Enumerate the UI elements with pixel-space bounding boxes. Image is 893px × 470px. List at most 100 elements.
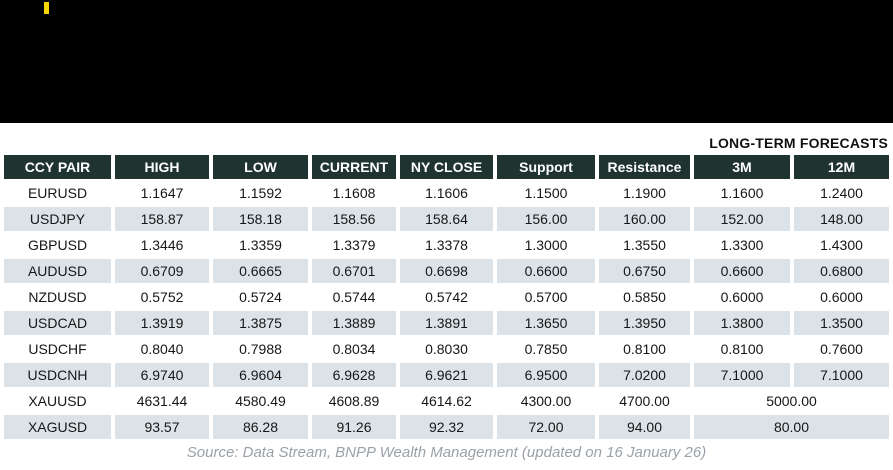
low-cell: 0.6665 xyxy=(213,259,308,283)
ccy-pair-cell: XAUUSD xyxy=(28,393,87,409)
support-cell: 0.5700 xyxy=(524,289,568,305)
forecast-strip: LONG-TERM FORECASTS xyxy=(0,123,893,153)
current-cell: 4608.89 xyxy=(328,393,380,409)
low-cell: 1.1592 xyxy=(239,185,282,201)
forecast-3m-cell: 1.3800 xyxy=(694,311,790,335)
current-cell: 0.6701 xyxy=(312,259,396,283)
table-row: NZDUSD 0.5752 0.5724 0.5744 0.5742 0.570… xyxy=(4,285,889,309)
col-header-resistance: Resistance xyxy=(599,155,690,179)
forecast-12m-cell: 7.1000 xyxy=(794,363,889,387)
ccy-pair-cell: XAGUSD xyxy=(4,415,111,439)
high-cell: 158.87 xyxy=(115,207,209,231)
ny-close-cell: 0.5742 xyxy=(425,289,468,305)
resistance-cell: 0.5850 xyxy=(623,289,666,305)
forecast-12m-cell: 0.6000 xyxy=(820,289,863,305)
ny-close-cell: 1.1606 xyxy=(425,185,468,201)
current-cell: 1.3889 xyxy=(312,311,396,335)
ny-close-cell: 158.64 xyxy=(400,207,493,231)
resistance-cell: 160.00 xyxy=(599,207,690,231)
high-cell: 6.9740 xyxy=(115,363,209,387)
col-header-ccy-pair: CCY PAIR xyxy=(4,155,111,179)
forecast-12m-cell: 1.4300 xyxy=(820,237,863,253)
high-cell: 0.8040 xyxy=(140,341,184,357)
forecast-3m-cell: 1.3300 xyxy=(720,237,764,253)
table-row: AUDUSD 0.6709 0.6665 0.6701 0.6698 0.660… xyxy=(4,259,889,283)
table-row: XAUUSD 4631.44 4580.49 4608.89 4614.62 4… xyxy=(4,389,889,413)
current-cell: 158.56 xyxy=(312,207,396,231)
forecast-3m-cell: 0.6600 xyxy=(694,259,790,283)
support-cell: 6.9500 xyxy=(497,363,595,387)
current-cell: 1.1608 xyxy=(332,185,376,201)
support-cell: 156.00 xyxy=(497,207,595,231)
high-cell: 1.3446 xyxy=(140,237,184,253)
support-cell: 1.3650 xyxy=(497,311,595,335)
table-header-row: CCY PAIR HIGH LOW CURRENT NY CLOSE Suppo… xyxy=(4,155,889,179)
table-row: XAGUSD 93.57 86.28 91.26 92.32 72.00 94.… xyxy=(4,415,889,439)
low-cell: 158.18 xyxy=(213,207,308,231)
low-cell: 0.7988 xyxy=(239,341,282,357)
resistance-cell: 0.6750 xyxy=(599,259,690,283)
support-cell: 72.00 xyxy=(497,415,595,439)
forecast-3m-cell: 1.1600 xyxy=(720,185,764,201)
resistance-cell: 1.3950 xyxy=(599,311,690,335)
forecast-merged-cell: 80.00 xyxy=(694,415,889,439)
table-row: USDCHF 0.8040 0.7988 0.8034 0.8030 0.785… xyxy=(4,337,889,361)
table-row: USDCNH 6.9740 6.9604 6.9628 6.9621 6.950… xyxy=(4,363,889,387)
support-cell: 4300.00 xyxy=(520,393,572,409)
low-cell: 0.5724 xyxy=(239,289,282,305)
fx-forecast-table: CCY PAIR HIGH LOW CURRENT NY CLOSE Suppo… xyxy=(0,153,893,441)
col-header-12m: 12M xyxy=(794,155,889,179)
ccy-pair-cell: USDCAD xyxy=(4,311,111,335)
ny-close-cell: 0.8030 xyxy=(425,341,468,357)
low-cell: 1.3875 xyxy=(213,311,308,335)
ny-close-cell: 0.6698 xyxy=(400,259,493,283)
col-header-low: LOW xyxy=(213,155,308,179)
support-cell: 1.3000 xyxy=(524,237,568,253)
source-attribution: Source: Data Stream, BNPP Wealth Managem… xyxy=(186,444,707,461)
ccy-pair-cell: USDCNH xyxy=(4,363,111,387)
high-cell: 1.1647 xyxy=(140,185,184,201)
col-header-support: Support xyxy=(497,155,595,179)
forecast-12m-cell: 0.7600 xyxy=(820,341,863,357)
current-cell: 0.5744 xyxy=(332,289,376,305)
resistance-cell: 94.00 xyxy=(599,415,690,439)
current-cell: 6.9628 xyxy=(312,363,396,387)
current-cell: 91.26 xyxy=(312,415,396,439)
forecast-12m-cell: 148.00 xyxy=(794,207,889,231)
high-cell: 1.3919 xyxy=(115,311,209,335)
ny-close-cell: 92.32 xyxy=(400,415,493,439)
ny-close-cell: 1.3378 xyxy=(425,237,468,253)
ny-close-cell: 1.3891 xyxy=(400,311,493,335)
low-cell: 1.3359 xyxy=(239,237,282,253)
resistance-cell: 7.0200 xyxy=(599,363,690,387)
support-cell: 1.1500 xyxy=(524,185,568,201)
current-cell: 1.3379 xyxy=(332,237,376,253)
forecast-12m-cell: 1.3500 xyxy=(794,311,889,335)
high-cell: 93.57 xyxy=(115,415,209,439)
ccy-pair-cell: NZDUSD xyxy=(28,289,87,305)
forecast-merged-cell: 5000.00 xyxy=(766,393,817,409)
high-cell: 4631.44 xyxy=(136,393,188,409)
forecast-3m-cell: 7.1000 xyxy=(694,363,790,387)
ccy-pair-cell: USDJPY xyxy=(4,207,111,231)
high-cell: 0.5752 xyxy=(140,289,184,305)
col-header-high: HIGH xyxy=(115,155,209,179)
table-row: EURUSD 1.1647 1.1592 1.1608 1.1606 1.150… xyxy=(4,181,889,205)
ccy-pair-cell: EURUSD xyxy=(27,185,88,201)
col-header-3m: 3M xyxy=(694,155,790,179)
resistance-cell: 0.8100 xyxy=(623,341,666,357)
forecast-12m-cell: 0.6800 xyxy=(794,259,889,283)
current-cell: 0.8034 xyxy=(332,341,376,357)
resistance-cell: 1.1900 xyxy=(623,185,666,201)
forecast-12m-cell: 1.2400 xyxy=(820,185,863,201)
long-term-forecasts-label: LONG-TERM FORECASTS xyxy=(709,135,888,151)
high-cell: 0.6709 xyxy=(115,259,209,283)
resistance-cell: 1.3550 xyxy=(623,237,666,253)
forecast-3m-cell: 0.8100 xyxy=(720,341,764,357)
low-cell: 86.28 xyxy=(213,415,308,439)
report-header-banner xyxy=(0,0,893,123)
support-cell: 0.6600 xyxy=(497,259,595,283)
low-cell: 6.9604 xyxy=(213,363,308,387)
table-row: GBPUSD 1.3446 1.3359 1.3379 1.3378 1.300… xyxy=(4,233,889,257)
forecast-3m-cell: 0.6000 xyxy=(720,289,764,305)
